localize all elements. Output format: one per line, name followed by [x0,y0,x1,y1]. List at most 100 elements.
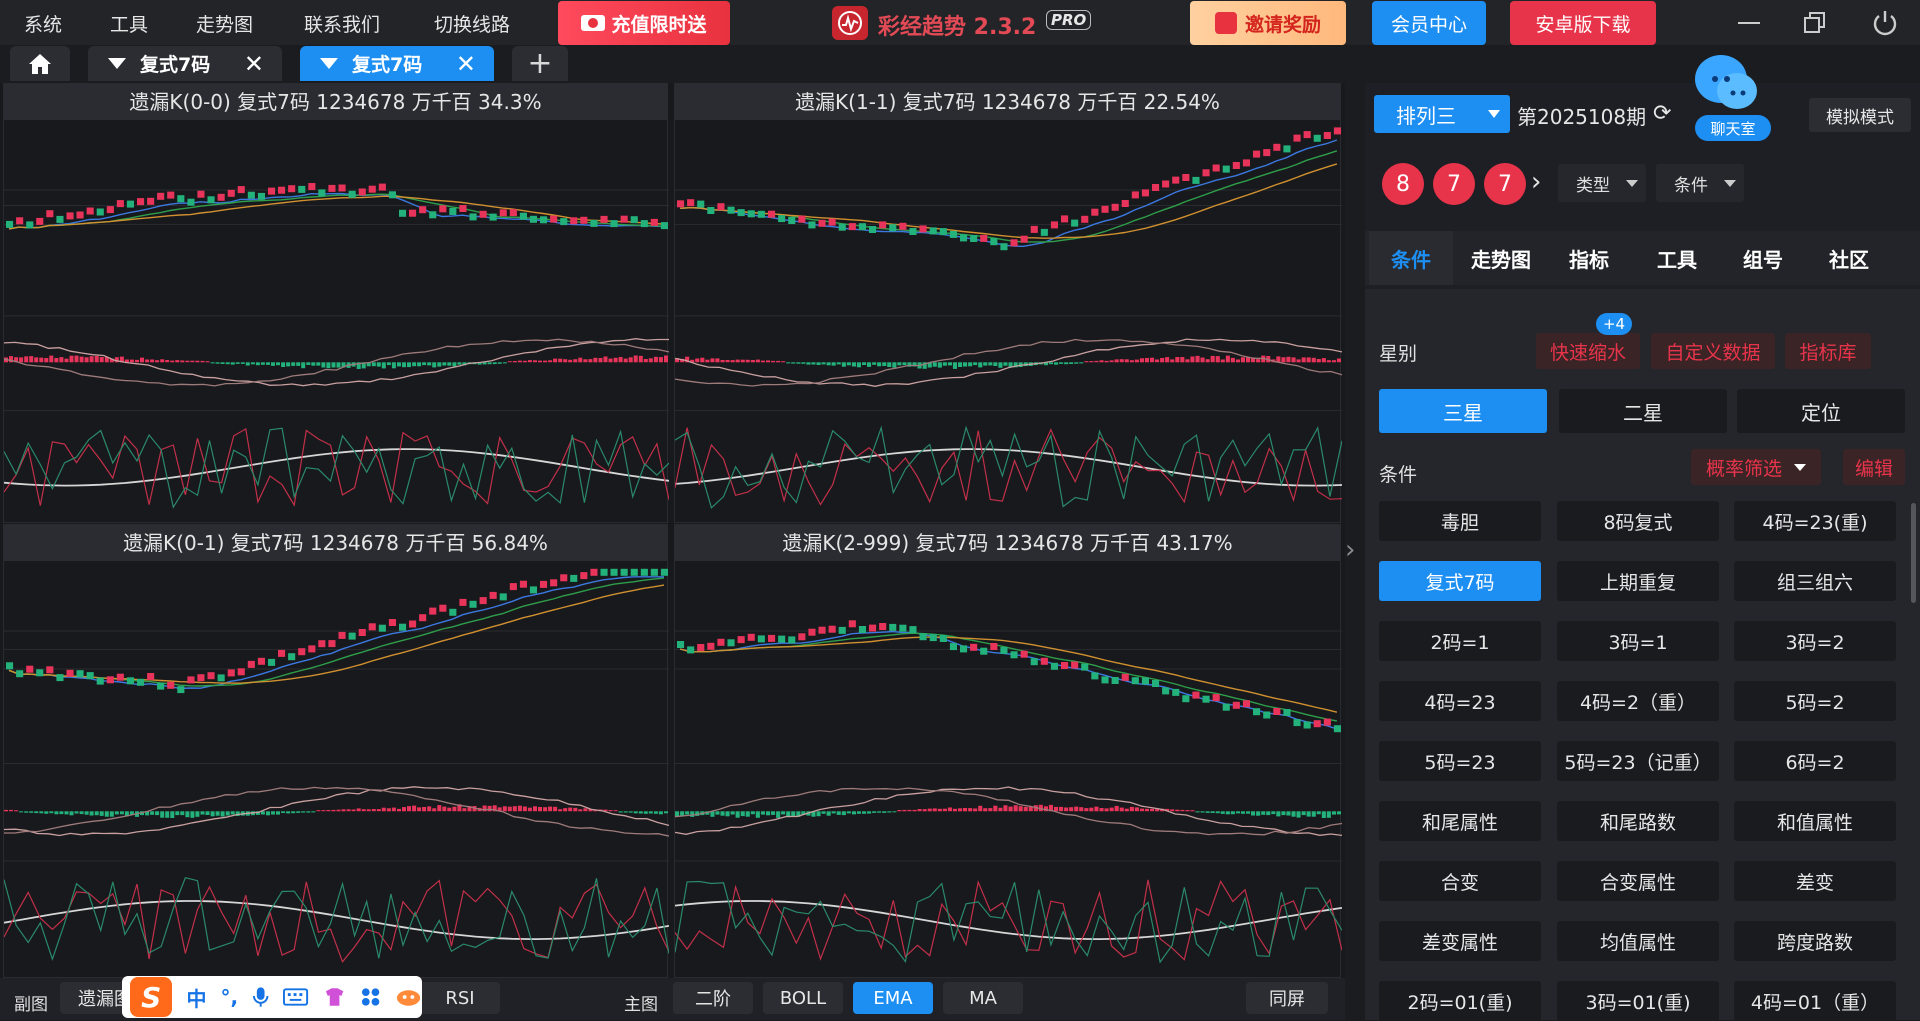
star-position-button[interactable]: 定位 [1737,389,1905,433]
chat-bubble-icon[interactable] [1687,45,1767,123]
tab-fushi7-1[interactable]: 复式7码 ✕ [88,46,282,81]
condition-button[interactable]: 合变 [1379,861,1541,901]
second-order-button[interactable]: 二阶 [673,982,753,1014]
skin-icon[interactable] [323,986,346,1008]
android-download-button[interactable]: 安卓版下载 [1510,1,1656,45]
condition-button[interactable]: 合变属性 [1557,861,1719,901]
star-two-button[interactable]: 二星 [1559,389,1727,433]
condition-button[interactable]: 4码=23(重) [1734,501,1896,541]
ema-button[interactable]: EMA [853,982,933,1014]
macd-bar [816,362,821,365]
condition-button[interactable]: 5码=23 [1379,741,1541,781]
keyboard-icon[interactable] [283,987,309,1007]
nav-tab-indicators[interactable]: 指标 [1569,247,1609,272]
condition-button[interactable]: 差变属性 [1379,921,1541,961]
menu-tools[interactable]: 工具 [110,14,149,36]
boll-button[interactable]: BOLL [763,982,843,1014]
chart-panel-1[interactable]: 遗漏K(1-1) 复式7码 1234678 万千百 22.54% [674,83,1342,524]
condition-button[interactable]: 均值属性 [1557,921,1719,961]
condition-select[interactable]: 条件 [1656,164,1744,202]
condition-button[interactable]: 毒胆 [1379,501,1541,541]
condition-button[interactable]: 和值属性 [1734,801,1896,841]
home-tab[interactable] [10,46,70,81]
nav-tab-trend[interactable]: 走势图 [1471,247,1531,272]
condition-button[interactable]: 和尾属性 [1379,801,1541,841]
ime-punctuation-toggle[interactable]: °, [220,985,239,1009]
kline-chart[interactable] [675,120,1342,524]
candlestick [1030,658,1038,666]
menu-system[interactable]: 系统 [24,14,63,36]
ime-logo-icon[interactable]: S [130,977,173,1017]
rsi-button[interactable]: RSI [420,982,500,1014]
quick-shrink-button[interactable]: 快速缩水 [1536,333,1640,369]
nav-tab-group[interactable]: 组号 [1743,247,1783,272]
condition-button[interactable]: 复式7码 [1379,561,1541,601]
indicator-library-button[interactable]: 指标库 [1785,333,1871,369]
chart-panel-0[interactable]: 遗漏K(0-0) 复式7码 1234678 万千百 34.3% [3,83,669,524]
condition-button[interactable]: 2码=1 [1379,621,1541,661]
condition-button[interactable]: 4码=23 [1379,681,1541,721]
same-screen-button[interactable]: 同屏 [1246,982,1328,1014]
candlestick [707,642,715,650]
custom-data-button[interactable]: 自定义数据 [1651,333,1775,369]
restore-icon[interactable] [1800,8,1830,38]
chevron-right-icon[interactable]: › [1531,167,1542,197]
condition-button[interactable]: 和尾路数 [1557,801,1719,841]
condition-button[interactable]: 3码=2 [1734,621,1896,661]
ime-toolbar[interactable]: S 中 °, [122,976,422,1018]
close-icon[interactable]: ✕ [455,50,476,78]
condition-button[interactable]: 差变 [1734,861,1896,901]
edit-button[interactable]: 编辑 [1843,449,1905,485]
condition-button[interactable]: 8码复式 [1557,501,1719,541]
star-three-button[interactable]: 三星 [1379,389,1547,433]
chart-panel-3[interactable]: 遗漏K(2-999) 复式7码 1234678 万千百 43.17% [674,524,1342,979]
close-icon[interactable]: ✕ [243,50,264,78]
member-center-button[interactable]: 会员中心 [1372,1,1486,45]
invite-reward-button[interactable]: 邀请奖励 [1190,1,1346,45]
condition-button[interactable]: 4码=01（重） [1734,981,1896,1021]
kline-chart[interactable] [4,561,669,979]
macd-bar [457,804,462,812]
collapse-panel-chevron-icon[interactable]: › [1345,535,1356,565]
kline-chart[interactable] [675,561,1342,979]
nav-tab-community[interactable]: 社区 [1829,247,1869,272]
macd-bar [801,811,806,815]
simulation-mode-button[interactable]: 模拟模式 [1809,98,1911,132]
minimize-icon[interactable] [1734,8,1764,38]
power-icon[interactable] [1870,8,1900,38]
macd-bar [452,362,457,367]
mascot-icon[interactable] [395,986,422,1008]
nav-tab-conditions[interactable]: 条件 [1369,231,1453,285]
menu-contact-us[interactable]: 联系我们 [304,14,381,36]
candlestick [650,568,658,576]
condition-button[interactable]: 4码=2（重） [1557,681,1719,721]
ma-button[interactable]: MA [943,982,1023,1014]
apps-grid-icon[interactable] [360,986,381,1008]
tab-fushi7-2[interactable]: 复式7码 ✕ [300,46,494,81]
condition-button[interactable]: 3码=01(重) [1557,981,1719,1021]
type-select[interactable]: 类型 [1558,164,1646,202]
condition-button[interactable]: 5码=23（记重） [1557,741,1719,781]
condition-button[interactable]: 5码=2 [1734,681,1896,721]
refresh-icon[interactable]: ⟳ [1653,101,1672,126]
probability-filter-select[interactable]: 概率筛选 [1691,449,1821,485]
add-tab-button[interactable]: + [512,46,568,81]
recharge-promo-button[interactable]: 充值限时送 [558,1,730,45]
condition-button[interactable]: 上期重复 [1557,561,1719,601]
ime-language-toggle[interactable]: 中 [186,986,207,1011]
sidebar-scrollbar[interactable] [1911,503,1916,603]
menu-trend-chart[interactable]: 走势图 [196,14,254,36]
nav-tab-tools[interactable]: 工具 [1657,247,1697,272]
condition-button[interactable]: 跨度路数 [1734,921,1896,961]
menu-switch-line[interactable]: 切换线路 [434,14,511,36]
kline-chart[interactable] [4,120,669,524]
candlestick [960,234,968,242]
microphone-icon[interactable] [252,985,269,1009]
lottery-type-select[interactable]: 排列三 [1374,95,1510,133]
condition-button[interactable]: 3码=1 [1557,621,1719,661]
condition-button[interactable]: 2码=01(重) [1379,981,1541,1021]
condition-button[interactable]: 6码=2 [1734,741,1896,781]
chat-room-button[interactable]: 聊天室 [1695,115,1771,141]
chart-panel-2[interactable]: 遗漏K(0-1) 复式7码 1234678 万千百 56.84% [3,524,669,979]
condition-button[interactable]: 组三组六 [1734,561,1896,601]
